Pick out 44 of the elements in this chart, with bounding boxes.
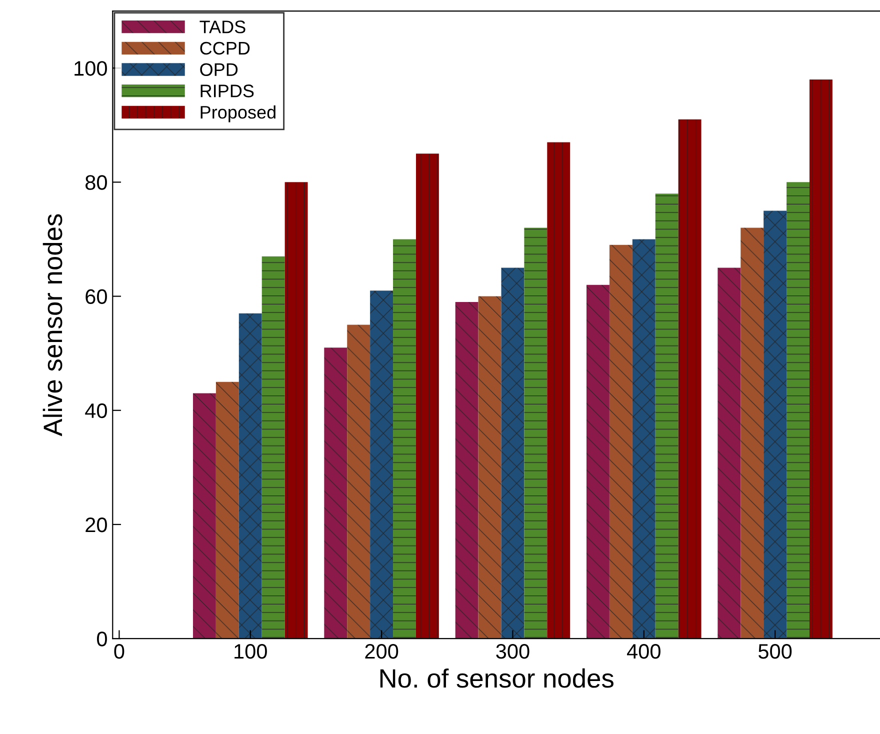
bar xyxy=(192,393,216,639)
y-tick-label: 40 xyxy=(85,403,107,418)
bar xyxy=(718,268,741,639)
y-tick-label: 100 xyxy=(74,61,107,76)
bar xyxy=(740,228,764,639)
x-tick-label: 100 xyxy=(234,644,267,659)
x-tick-label: 200 xyxy=(365,644,398,659)
bar xyxy=(655,194,678,639)
bar xyxy=(393,239,416,639)
bar xyxy=(262,256,285,639)
y-axis-title: Alive sensor nodes xyxy=(42,214,62,436)
legend-label: CCPD xyxy=(200,42,250,55)
bar xyxy=(609,244,632,639)
y-tick-label: 20 xyxy=(86,517,107,532)
bar xyxy=(501,268,524,639)
bar xyxy=(786,182,810,639)
bar xyxy=(809,79,832,639)
legend-label: RIPDS xyxy=(200,84,254,98)
legend-label: OPD xyxy=(200,63,238,76)
bar xyxy=(416,154,439,639)
x-tick-label: 400 xyxy=(626,644,660,659)
bar xyxy=(586,284,610,639)
bar xyxy=(678,119,702,639)
bar xyxy=(284,182,308,639)
legend-label: Proposed xyxy=(200,105,276,122)
x-tick-label: 300 xyxy=(496,644,530,659)
bar xyxy=(347,324,370,639)
x-tick-label: 0 xyxy=(114,644,124,659)
bar xyxy=(632,239,656,639)
bar xyxy=(216,382,239,639)
bar xyxy=(524,228,548,639)
y-tick-label: 80 xyxy=(86,175,107,190)
x-axis-title: No. of sensor nodes xyxy=(380,668,614,688)
bar xyxy=(547,142,570,639)
y-tick-label: 60 xyxy=(86,289,107,304)
legend-label: TADS xyxy=(200,20,246,34)
bar xyxy=(238,313,262,639)
bar xyxy=(455,302,478,639)
y-tick-label: 0 xyxy=(97,632,107,646)
bar xyxy=(764,210,787,639)
bar xyxy=(370,290,394,639)
bar xyxy=(478,296,502,639)
bar xyxy=(324,348,348,639)
x-tick-label: 500 xyxy=(758,644,792,659)
